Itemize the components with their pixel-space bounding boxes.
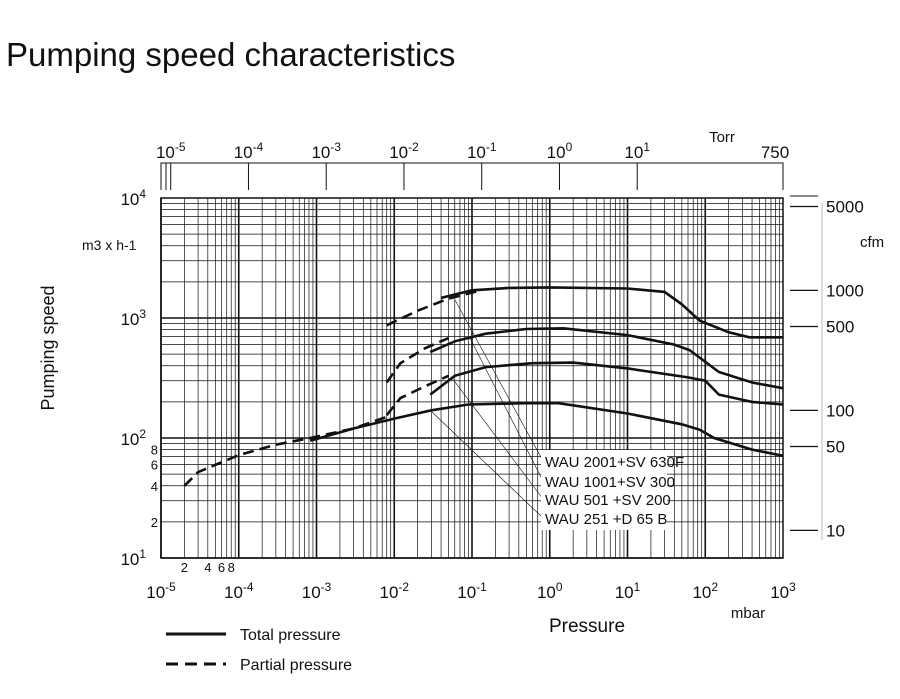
torr-tick-label: 101 [624, 140, 650, 162]
x-tick-label: 101 [615, 580, 641, 602]
x-minor-tick-label: 6 [218, 560, 225, 575]
y-tick-label: 104 [120, 187, 146, 209]
series-label: WAU 501 +SV 200 [545, 492, 671, 509]
y-tick-label: 103 [120, 307, 146, 329]
cfm-tick-label: 5000 [826, 198, 864, 217]
total-pressure-curve [440, 286, 783, 339]
cfm-unit-label: cfm [860, 234, 884, 251]
total-pressure-curve [429, 361, 784, 406]
cfm-tick-label: 50 [826, 438, 845, 457]
page-title: Pumping speed characteristics [6, 36, 456, 73]
y-minor-tick-label: 2 [151, 515, 158, 530]
annotation-leader-line [469, 337, 544, 482]
partial-pressure-curve [385, 336, 450, 384]
annotation-box [541, 450, 667, 530]
cfm-tick-label: 100 [826, 401, 854, 420]
plot-frame [160, 197, 784, 559]
x-axis-title: Pressure [549, 616, 625, 637]
x-tick-label: 103 [770, 580, 796, 602]
y-minor-tick-label: 6 [151, 458, 158, 473]
torr-tick-label: 10-5 [156, 140, 186, 162]
cfm-tick-label: 500 [826, 318, 854, 337]
x-tick-label: 10-2 [380, 580, 410, 602]
x-tick-label: 10-3 [302, 580, 332, 602]
series-label: WAU 251 +D 65 B [545, 511, 667, 528]
partial-pressure-curve [183, 415, 388, 487]
x-minor-tick-label: 8 [228, 560, 235, 575]
legend-total-label: Total pressure [240, 627, 341, 644]
torr-axis-frame [160, 162, 784, 190]
torr-unit-label: Torr [709, 129, 735, 146]
legend-partial-label: Partial pressure [240, 657, 352, 674]
x-tick-label: 10-5 [146, 580, 176, 602]
x-tick-label: 100 [537, 580, 563, 602]
x-minor-tick-label: 2 [181, 560, 188, 575]
x-axis-unit: mbar [731, 605, 765, 622]
cfm-tick-label: 10 [826, 521, 845, 540]
x-tick-label: 10-4 [224, 580, 254, 602]
total-pressure-curve [429, 326, 784, 390]
series-label: WAU 1001+SV 300 [545, 474, 675, 491]
annotation-leader-line [431, 411, 544, 519]
torr-tick-label: 100 [547, 140, 573, 162]
partial-pressure-curve [386, 289, 482, 327]
y-minor-tick-label: 8 [151, 443, 158, 458]
torr-tick-label: 10-3 [311, 140, 341, 162]
y-tick-label: 102 [120, 427, 146, 449]
x-tick-label: 102 [692, 580, 718, 602]
y-axis-unit: m3 x h-1 [82, 237, 137, 253]
x-minor-tick-label: 4 [204, 560, 211, 575]
x-tick-label: 10-1 [457, 580, 487, 602]
y-axis-title: Pumping speed [38, 285, 58, 410]
torr-tick-label: 10-4 [234, 140, 264, 162]
series-label: WAU 2001+SV 630F [545, 454, 684, 471]
cfm-tick-label: 1000 [826, 281, 864, 300]
y-tick-label: 101 [120, 547, 146, 569]
partial-pressure-curve [385, 374, 450, 417]
annotation-leader-line [451, 377, 544, 500]
torr-tick-label: 10-2 [389, 140, 419, 162]
y-minor-tick-label: 4 [151, 479, 158, 494]
total-pressure-curve [309, 401, 784, 458]
torr-tick-label: 750 [761, 143, 789, 162]
torr-tick-label: 10-1 [467, 140, 497, 162]
annotation-leader-line [454, 299, 544, 462]
